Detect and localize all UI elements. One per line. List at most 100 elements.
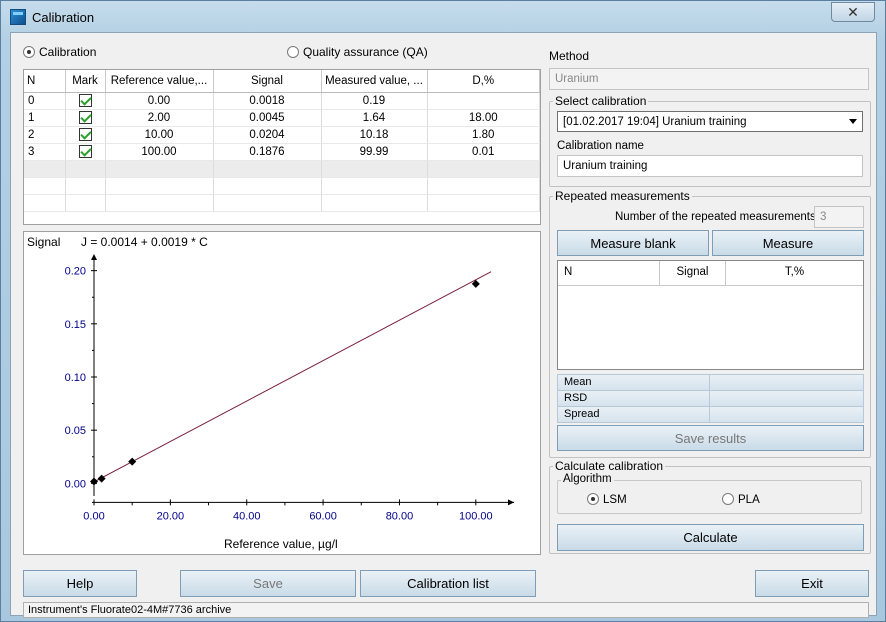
rep-col-signal[interactable]: Signal: [660, 261, 726, 285]
measure-button[interactable]: Measure: [712, 230, 864, 256]
mark-checkbox[interactable]: [78, 111, 92, 124]
pla-radio-label: PLA: [738, 494, 760, 506]
y-tick-label: 0.20: [65, 266, 86, 278]
rep-col-n[interactable]: N: [558, 261, 660, 285]
chart-canvas: Signal J = 0.0014 + 0.0019 * C Reference…: [27, 235, 514, 551]
cell-signal: 0.1876: [213, 143, 322, 161]
rep-col-t[interactable]: T,%: [784, 266, 805, 278]
cell-reference: 0.00: [105, 92, 214, 110]
table-row[interactable]: 3 100.00 0.1876 99.99 0.01: [24, 143, 540, 161]
stat-row-rsd: RSD: [558, 391, 863, 407]
radio-unchecked-icon: [287, 46, 299, 58]
x-tick-label: 20.00: [157, 510, 185, 522]
algorithm-title: Algorithm: [561, 473, 614, 485]
client-area: Calibration Quality assurance (QA) N Mar…: [10, 32, 877, 618]
x-tick-label: 0.00: [83, 510, 104, 522]
empty-cell: [427, 177, 540, 195]
calibration-name-label: Calibration name: [557, 140, 644, 152]
cell-n: 0: [24, 92, 66, 110]
exit-button[interactable]: Exit: [755, 570, 869, 597]
x-tick-label: 100.00: [459, 510, 493, 522]
empty-cell: [65, 177, 106, 195]
chart-ylabel: Signal: [27, 235, 60, 249]
select-calibration-group: [549, 101, 871, 187]
empty-cell: [213, 177, 322, 195]
status-text: Instrument's Fluorate02-4M#7736 archive: [28, 604, 232, 616]
radio-checked-icon: [587, 493, 599, 505]
table-row[interactable]: 2 10.00 0.0204 10.18 1.80: [24, 126, 540, 144]
close-button[interactable]: ✕: [831, 2, 875, 22]
qa-radio-label: Quality assurance (QA): [303, 45, 428, 59]
empty-cell: [321, 194, 428, 212]
calibration-select[interactable]: [01.02.2017 19:04] Uranium training: [557, 111, 863, 132]
y-tick-label: 0.05: [65, 425, 86, 437]
y-tick-label: 0.15: [65, 319, 86, 331]
cell-signal: 0.0045: [213, 109, 322, 127]
calibration-list-button[interactable]: Calibration list: [360, 570, 536, 597]
empty-cell: [105, 194, 214, 212]
calibration-table[interactable]: N Mark Reference value,... Signal Measur…: [23, 69, 541, 225]
col-header-mark[interactable]: Mark: [65, 70, 106, 93]
save-results-button[interactable]: Save results: [557, 425, 864, 451]
empty-cell: [105, 160, 214, 178]
status-bar: Instrument's Fluorate02-4M#7736 archive: [23, 602, 869, 618]
empty-cell: [65, 160, 106, 178]
stat-label-rsd: RSD: [558, 391, 710, 406]
x-tick-label: 40.00: [233, 510, 261, 522]
calibration-name-input[interactable]: Uranium training: [557, 155, 863, 177]
calculate-calibration-group: [549, 466, 871, 554]
table-row[interactable]: 0 0.00 0.0018 0.19: [24, 92, 540, 110]
cell-mark: [65, 109, 106, 127]
calculate-calibration-title: Calculate calibration: [553, 459, 666, 473]
stats-box: Mean RSD Spread: [557, 374, 864, 423]
select-calibration-title: Select calibration: [553, 94, 649, 108]
repeated-table-header: N Signal T,%: [558, 261, 863, 286]
fit-line: [93, 271, 492, 483]
calibration-name-value: Uranium training: [563, 160, 648, 172]
data-point: [471, 279, 480, 288]
radio-unchecked-icon: [722, 493, 734, 505]
col-header-measured[interactable]: Measured value, ...: [321, 70, 428, 93]
cell-measured: 0.19: [321, 92, 428, 110]
table-row[interactable]: 1 2.00 0.0045 1.64 18.00: [24, 109, 540, 127]
empty-cell: [105, 177, 214, 195]
mark-checkbox[interactable]: [78, 94, 92, 107]
col-header-signal[interactable]: Signal: [213, 70, 322, 93]
mark-checkbox[interactable]: [78, 145, 92, 158]
col-header-deviation[interactable]: D,%: [427, 70, 540, 93]
measure-blank-button[interactable]: Measure blank: [557, 230, 709, 256]
method-label: Method: [549, 49, 590, 63]
calculate-button[interactable]: Calculate: [557, 524, 864, 551]
chart-xlabel: Reference value, µg/l: [224, 537, 338, 551]
col-header-reference[interactable]: Reference value,...: [105, 70, 214, 93]
empty-row: [24, 194, 540, 212]
cell-signal: 0.0018: [213, 92, 322, 110]
save-button[interactable]: Save: [180, 570, 356, 597]
calibration-radio-label: Calibration: [39, 45, 97, 59]
empty-row: [24, 177, 540, 195]
cell-deviation: 18.00: [427, 109, 540, 127]
qa-radio[interactable]: Quality assurance (QA): [287, 45, 428, 59]
col-header-n[interactable]: N: [24, 70, 66, 93]
cell-reference: 100.00: [105, 143, 214, 161]
repeated-table[interactable]: N Signal T,%: [557, 260, 864, 370]
app-icon: [10, 9, 26, 25]
repeated-measurements-title: Repeated measurements: [553, 189, 692, 203]
cell-n: 1: [24, 109, 66, 127]
table-header-row: N Mark Reference value,... Signal Measur…: [24, 70, 540, 93]
chart-title: J = 0.0014 + 0.0019 * C: [81, 235, 208, 249]
title-bar[interactable]: Calibration ✕: [1, 1, 885, 31]
mark-checkbox[interactable]: [78, 128, 92, 141]
repeat-count-field[interactable]: 3: [814, 206, 864, 228]
empty-cell: [427, 194, 540, 212]
repeat-count-value: 3: [820, 211, 827, 223]
help-button[interactable]: Help: [23, 570, 137, 597]
lsm-radio-label: LSM: [603, 494, 627, 506]
pla-radio[interactable]: PLA: [722, 493, 760, 506]
lsm-radio[interactable]: LSM: [587, 493, 627, 506]
stat-value-mean: [710, 375, 863, 390]
calibration-radio[interactable]: Calibration: [23, 45, 96, 59]
cell-n: 3: [24, 143, 66, 161]
empty-cell: [427, 160, 540, 178]
